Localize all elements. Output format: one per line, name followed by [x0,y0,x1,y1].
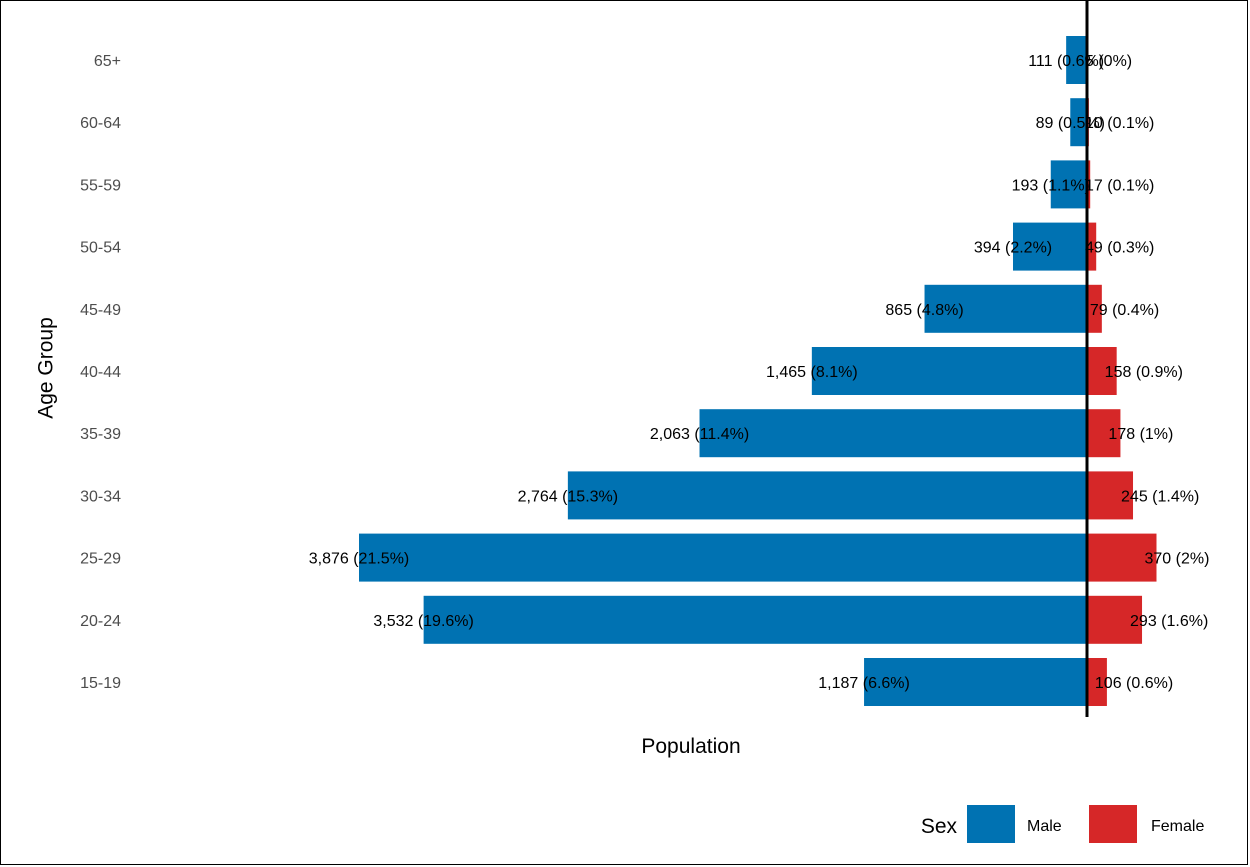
data-label-male-25-29: 3,876 (21.5%) [309,551,410,568]
legend-label-male: Male [1027,818,1062,835]
data-label-male-35-39: 2,063 (11.4%) [650,426,749,443]
legend-label-female: Female [1151,818,1204,835]
y-tick-label-40-44: 40-44 [80,364,121,381]
bar-female-20-24 [1087,595,1143,644]
data-label-female-25-29: 370 (2%) [1144,551,1209,568]
bar-female-55-59 [1087,160,1091,209]
bar-male-35-39 [699,409,1087,458]
bar-female-50-54 [1087,222,1097,271]
bars-layer [359,36,1157,706]
data-label-male-40-44: 1,465 (8.1%) [766,364,858,381]
y-tick-label-35-39: 35-39 [80,426,121,443]
data-label-female-20-24: 293 (1.6%) [1130,613,1208,630]
data-labels-layer: 111 (0.6%)5 (0%) 89 (0.5%)10 (0.1%) 193 (1… [309,53,1210,692]
data-label-male-55-59: 193 (1.1%) [1012,177,1090,194]
bar-female-45-49 [1087,284,1102,333]
y-tick-label-30-34: 30-34 [80,488,121,505]
legend-key-male [967,805,1015,843]
data-label-male-45-49: 865 (4.8%) [885,302,963,319]
bar-male-25-29 [359,533,1087,582]
bar-male-20-24 [423,595,1087,644]
data-label-female-45-49: 79 (0.4%) [1090,302,1159,319]
y-tick-label-55-59: 55-59 [80,177,121,194]
bar-male-30-34 [567,471,1087,520]
data-label-male-20-24: 3,532 (19.6%) [373,613,474,630]
data-label-female-65plus: 5 (0%) [1085,53,1132,70]
data-label-female-50-54: 49 (0.3%) [1085,240,1154,257]
data-label-female-40-44: 158 (0.9%) [1105,364,1183,381]
bar-female-35-39 [1087,409,1121,458]
y-tick-label-60-64: 60-64 [80,115,121,132]
legend-key-female [1089,805,1137,843]
data-label-female-15-19: 106 (0.6%) [1095,675,1173,692]
y-tick-label-20-24: 20-24 [80,613,121,630]
bar-female-15-19 [1087,658,1107,706]
bar-male-45-49 [924,284,1087,333]
bar-male-15-19 [864,658,1087,706]
bar-female-30-34 [1087,471,1134,520]
y-tick-label-45-49: 45-49 [80,302,121,319]
y-tick-label-25-29: 25-29 [80,551,121,568]
y-tick-label-65plus: 65+ [94,53,121,70]
y-tick-label-50-54: 50-54 [80,240,121,257]
y-tick-labels: 65+ 60-64 55-59 50-54 45-49 40-44 35-39 30-34 25… [80,53,121,692]
bar-male-50-54 [1012,222,1087,271]
bar-male-40-44 [811,347,1087,395]
data-label-male-30-34: 2,764 (15.3%) [518,488,619,505]
data-label-male-60-64: 89 (0.5%) [1036,115,1105,132]
legend-title: Sex [921,815,958,838]
data-label-male-50-54: 394 (2.2%) [974,240,1052,257]
legend: Sex Male Female [921,805,1204,843]
bar-female-25-29 [1087,533,1157,582]
bar-male-55-59 [1050,160,1087,209]
y-tick-label-15-19: 15-19 [80,675,121,692]
data-label-female-30-34: 245 (1.4%) [1121,488,1199,505]
x-axis-title: Population [641,735,740,758]
data-label-female-55-59: 17 (0.1%) [1085,177,1154,194]
data-label-male-65plus: 111 (0.6%) [1028,53,1104,70]
data-label-female-60-64: 10 (0.1%) [1085,115,1154,132]
data-label-female-35-39: 178 (1%) [1108,426,1173,443]
bar-female-40-44 [1087,347,1117,395]
y-axis-title: Age Group [34,317,57,419]
bar-male-60-64 [1070,98,1087,147]
bar-male-65plus [1066,36,1087,84]
data-label-male-15-19: 1,187 (6.6%) [818,675,910,692]
